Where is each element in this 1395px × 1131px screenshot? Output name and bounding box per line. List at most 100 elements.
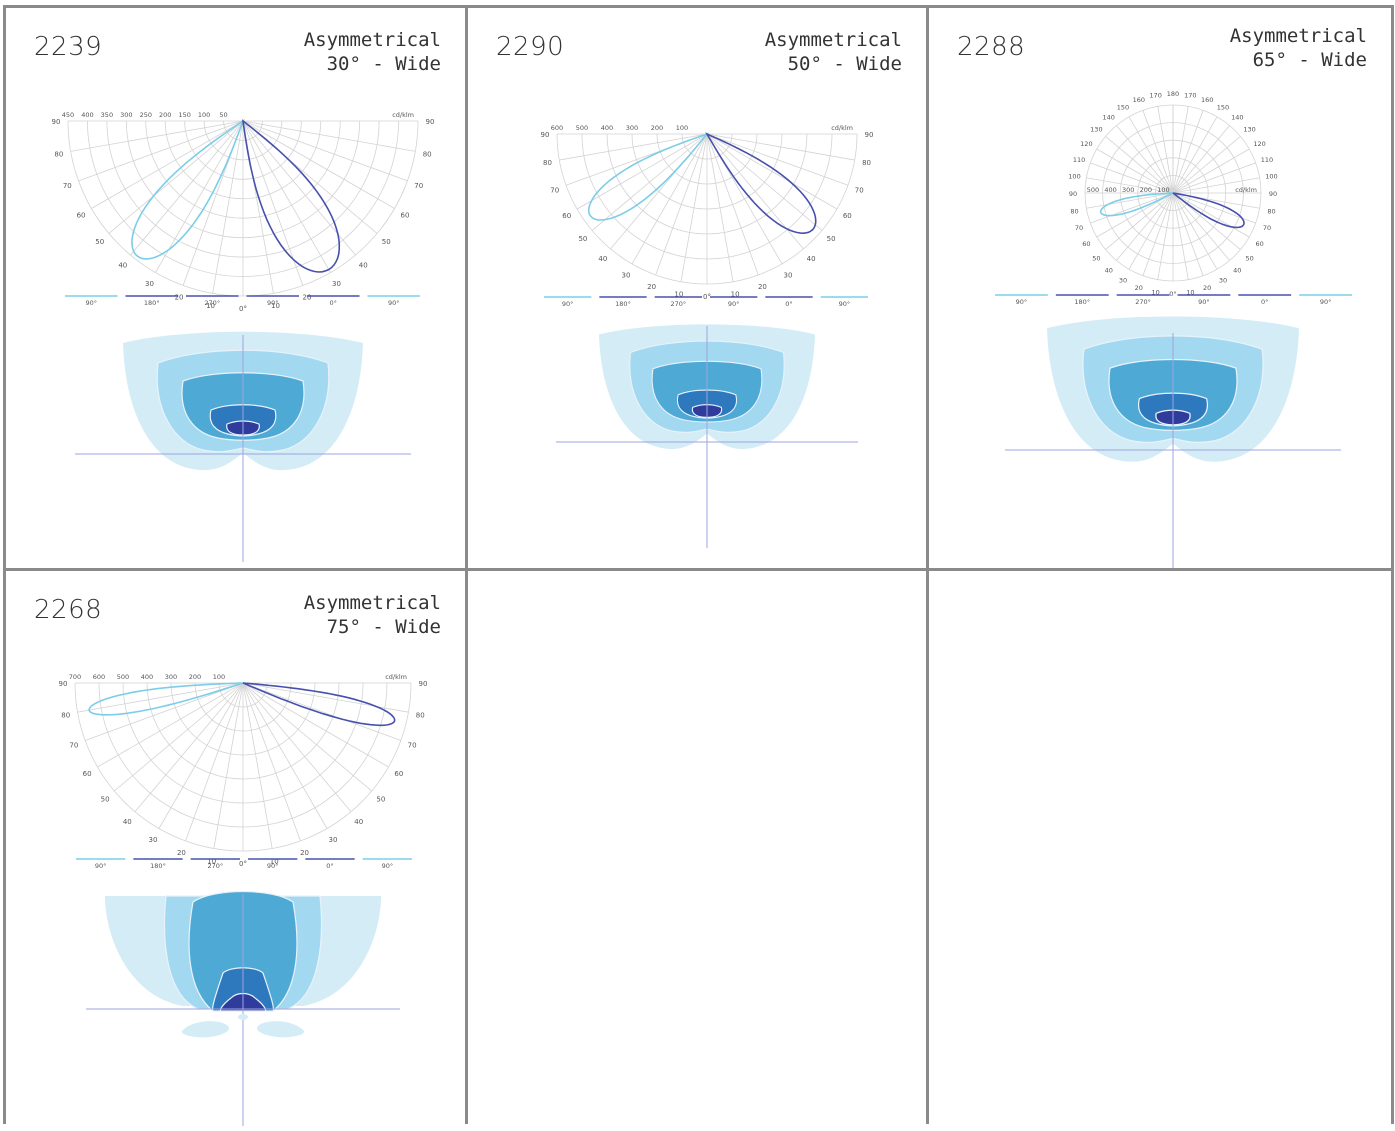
angle-tick-label: 10 — [270, 857, 279, 865]
unit-label: cd/klm — [1235, 186, 1257, 194]
angle-tick-label: 70 — [69, 742, 78, 750]
grid-spoke — [1172, 177, 1260, 194]
legend-label: 0° — [785, 300, 792, 308]
grid-spoke — [1172, 162, 1256, 194]
c0-c180-curve — [587, 132, 710, 221]
intensity-scale-label: 450 — [62, 111, 74, 119]
grid-spoke — [706, 133, 823, 231]
angle-tick-label: 30 — [1219, 277, 1227, 285]
grid-spoke — [242, 682, 372, 792]
intensity-scale-label: 200 — [189, 673, 201, 681]
legend-label: 270° — [670, 300, 686, 308]
legend-label: 90° — [267, 299, 279, 307]
grid-spoke — [1128, 116, 1174, 194]
grid-spoke — [242, 120, 395, 209]
legend-label: 180° — [1074, 298, 1090, 306]
legend-label: 270° — [1135, 298, 1151, 306]
angle-tick-label: 100 — [1068, 173, 1080, 181]
intensity-scale-label: 500 — [1087, 186, 1099, 194]
angle-tick-label: 100 — [1265, 173, 1277, 181]
grid-spoke — [242, 682, 389, 768]
grid-spoke — [1128, 192, 1174, 270]
beam-angle: 30° - Wide — [326, 53, 441, 75]
angle-tick-label: 90 — [865, 131, 874, 139]
angle-tick-label: 80 — [543, 159, 552, 167]
c90-c270-curve — [242, 682, 396, 727]
angle-tick-label: 160 — [1201, 96, 1213, 104]
grid-spoke — [1172, 192, 1218, 270]
diagram-grid: 2239 Asymmetrical 30° - Wide 90 80 70 60 50 4… — [3, 5, 1394, 1126]
angle-tick-label: 90 — [541, 131, 550, 139]
intensity-scale-label: 400 — [81, 111, 93, 119]
grid-spoke — [706, 133, 855, 161]
grid-spoke — [559, 133, 708, 161]
grid-spoke — [1172, 192, 1189, 280]
angle-tick-label: 80 — [416, 711, 425, 719]
angle-tick-label: 10 — [731, 291, 740, 299]
panel-2239: 2239 Asymmetrical 30° - Wide 90 80 70 60 50 4… — [3, 5, 465, 568]
grid-spoke — [108, 120, 244, 234]
grid-spoke — [242, 120, 408, 182]
grid-spoke — [158, 682, 244, 829]
panel-2288: 2288 Asymmetrical 65° - Wide 180 170 160 15… — [926, 5, 1394, 568]
intensity-scale-label: 400 — [1104, 186, 1116, 194]
grid-spoke — [1142, 192, 1174, 276]
legend-label: 0° — [330, 299, 337, 307]
beam-angle: 50° - Wide — [787, 53, 902, 75]
angle-tick-label: 70 — [550, 186, 559, 194]
c0-c180-curve — [131, 118, 245, 260]
angle-tick-label: 110 — [1261, 156, 1273, 164]
angle-tick-label: 0° — [239, 860, 247, 868]
intensity-scale-label: 300 — [626, 124, 638, 132]
angle-tick-label: 10 — [1186, 288, 1194, 296]
grid-spoke — [680, 133, 708, 282]
grid-spoke — [77, 682, 244, 713]
angle-tick-label: 160 — [1133, 96, 1145, 104]
grid-spoke — [1172, 192, 1250, 238]
c90-c270-curve — [1172, 192, 1245, 229]
empty-panel — [465, 568, 926, 1124]
grid-spoke — [114, 682, 244, 792]
angle-tick-label: 0° — [703, 293, 711, 301]
angle-tick-label: 30 — [145, 280, 154, 288]
angle-tick-label: 20 — [300, 849, 309, 857]
grid-spoke — [1086, 177, 1174, 194]
angle-tick-label: 60 — [843, 212, 852, 220]
grid-spoke — [1090, 162, 1174, 194]
angle-tick-label: 70 — [1075, 224, 1083, 232]
legend-label: 0° — [1261, 298, 1268, 306]
angle-tick-label: 50 — [578, 235, 587, 243]
intensity-scale-label: 400 — [601, 124, 613, 132]
intensity-scale-label: 200 — [159, 111, 171, 119]
angle-tick-label: 20 — [177, 849, 186, 857]
angle-tick-label: 20 — [1203, 284, 1211, 292]
intensity-scale-label: 100 — [676, 124, 688, 132]
beam-angle: 75° - Wide — [326, 616, 441, 638]
angle-tick-label: 60 — [400, 212, 409, 220]
grid-spoke — [1096, 148, 1174, 194]
angle-tick-label: 20 — [758, 283, 767, 291]
angle-tick-label: 90 — [52, 118, 61, 126]
angle-tick-label: 90 — [59, 680, 68, 688]
intensity-scale-label: 200 — [1140, 186, 1152, 194]
grid-spoke — [78, 120, 244, 182]
angle-tick-label: 110 — [1073, 156, 1085, 164]
grid-spoke — [1172, 106, 1189, 194]
legend-label: 90° — [839, 300, 851, 308]
grid-spoke — [706, 133, 759, 276]
grid-spoke — [1105, 192, 1174, 250]
grid-spoke — [1090, 192, 1174, 224]
grid-spoke — [84, 682, 244, 741]
polar-grid — [74, 682, 412, 852]
angle-tick-label: 80 — [862, 159, 871, 167]
panel-2290: 2290 Asymmetrical 50° - Wide 90 80 70 60 50 4… — [465, 5, 926, 568]
angle-tick-label: 40 — [1233, 267, 1241, 275]
angle-tick-label: 20 — [647, 283, 656, 291]
angle-tick-label: 170 — [1149, 92, 1161, 100]
polar-diagram: 1801701601501401301201101009080706050403… — [995, 90, 1352, 568]
intensity-scale-label: 700 — [69, 673, 81, 681]
angle-tick-label: 90 — [419, 680, 428, 688]
angle-tick-label: 40 — [354, 818, 363, 826]
